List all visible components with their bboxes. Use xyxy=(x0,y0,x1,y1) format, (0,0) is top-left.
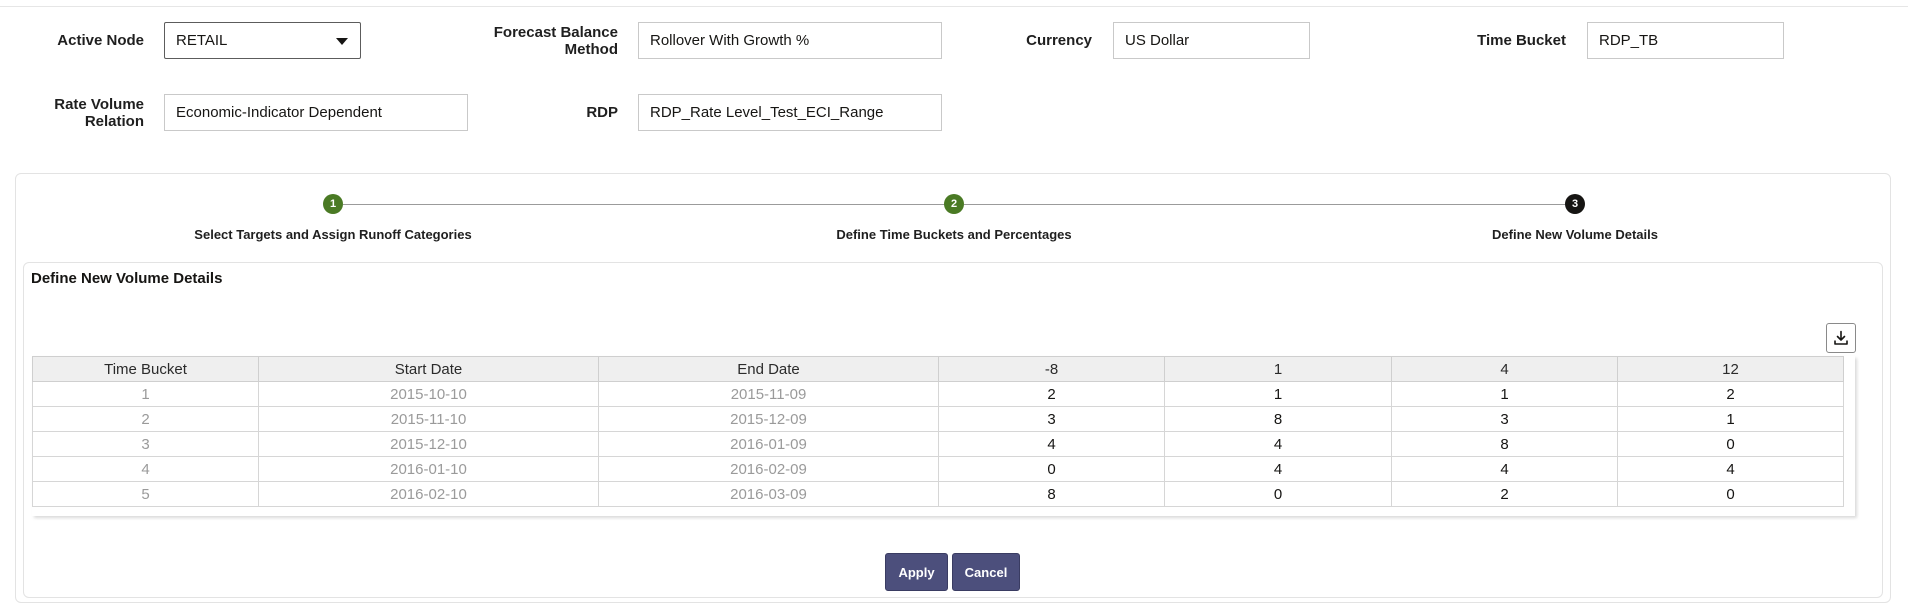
time-bucket-value: RDP_TB xyxy=(1599,32,1659,49)
apply-button[interactable]: Apply xyxy=(885,553,948,591)
start-date-cell: 2015-11-10 xyxy=(258,406,599,432)
table-row: 2 2015-11-10 2015-12-09 3 8 3 1 xyxy=(32,406,1844,432)
currency-label: Currency xyxy=(1026,32,1092,49)
download-icon xyxy=(1834,330,1848,345)
section-title: Define New Volume Details xyxy=(31,270,223,287)
start-date-cell: 2016-01-10 xyxy=(258,456,599,482)
value-cell[interactable]: 3 xyxy=(938,406,1165,432)
col-header-rate-12[interactable]: 12 xyxy=(1617,356,1844,382)
value-cell[interactable]: 1 xyxy=(1391,381,1618,407)
end-date-cell: 2015-12-09 xyxy=(598,406,939,432)
value-cell[interactable]: 4 xyxy=(1164,456,1392,482)
rdp-label: RDP xyxy=(586,104,618,121)
train-step-2-label[interactable]: Define Time Buckets and Percentages xyxy=(836,227,1072,242)
forecast-balance-method-label: Forecast Balance Method xyxy=(480,24,618,58)
train-step-3-label[interactable]: Define New Volume Details xyxy=(1492,227,1658,242)
train-step-3-dot[interactable]: 3 xyxy=(1565,194,1585,214)
table-row: 1 2015-10-10 2015-11-09 2 1 1 2 xyxy=(32,381,1844,407)
value-cell[interactable]: 8 xyxy=(938,481,1165,507)
value-cell[interactable]: 0 xyxy=(1617,431,1844,457)
forecast-balance-method-label-line2: Method xyxy=(564,41,618,58)
end-date-cell: 2016-02-09 xyxy=(598,456,939,482)
value-cell[interactable]: 1 xyxy=(1164,381,1392,407)
download-button[interactable] xyxy=(1826,323,1856,353)
end-date-cell: 2016-03-09 xyxy=(598,481,939,507)
time-bucket-field[interactable]: RDP_TB xyxy=(1587,22,1784,59)
forecast-balance-method-value: Rollover With Growth % xyxy=(650,32,810,49)
end-date-cell: 2015-11-09 xyxy=(598,381,939,407)
value-cell[interactable]: 0 xyxy=(938,456,1165,482)
time-bucket-cell: 1 xyxy=(32,381,259,407)
train-connector-2 xyxy=(964,204,1575,205)
time-bucket-cell: 5 xyxy=(32,481,259,507)
train-connector-1 xyxy=(343,204,954,205)
col-header-start-date[interactable]: Start Date xyxy=(258,356,599,382)
rate-volume-relation-label: Rate Volume Relation xyxy=(30,96,144,130)
value-cell[interactable]: 4 xyxy=(938,431,1165,457)
col-header-end-date[interactable]: End Date xyxy=(598,356,939,382)
value-cell[interactable]: 3 xyxy=(1391,406,1618,432)
col-header-rate-minus-8[interactable]: -8 xyxy=(938,356,1165,382)
active-node-select[interactable]: RETAIL xyxy=(164,22,361,59)
start-date-cell: 2016-02-10 xyxy=(258,481,599,507)
rate-volume-relation-label-line2: Relation xyxy=(84,113,144,130)
time-bucket-cell: 2 xyxy=(32,406,259,432)
end-date-cell: 2016-01-09 xyxy=(598,431,939,457)
train-step-1-label[interactable]: Select Targets and Assign Runoff Categor… xyxy=(194,227,472,242)
active-node-label: Active Node xyxy=(57,32,144,49)
value-cell[interactable]: 1 xyxy=(1617,406,1844,432)
table-row: 3 2015-12-10 2016-01-09 4 4 8 0 xyxy=(32,431,1844,457)
currency-field[interactable]: US Dollar xyxy=(1113,22,1310,59)
currency-value: US Dollar xyxy=(1125,32,1190,49)
cancel-button[interactable]: Cancel xyxy=(952,553,1020,591)
volume-table: Time Bucket Start Date End Date -8 1 4 1… xyxy=(32,356,1844,507)
active-node-value: RETAIL xyxy=(176,32,228,49)
value-cell[interactable]: 2 xyxy=(1617,381,1844,407)
col-header-time-bucket[interactable]: Time Bucket xyxy=(32,356,259,382)
value-cell[interactable]: 8 xyxy=(1391,431,1618,457)
table-row: 5 2016-02-10 2016-03-09 8 0 2 0 xyxy=(32,481,1844,507)
forecast-balance-method-label-line1: Forecast Balance xyxy=(493,24,618,41)
value-cell[interactable]: 0 xyxy=(1617,481,1844,507)
volume-table-container: Time Bucket Start Date End Date -8 1 4 1… xyxy=(32,356,1855,516)
value-cell[interactable]: 4 xyxy=(1391,456,1618,482)
value-cell[interactable]: 4 xyxy=(1164,431,1392,457)
rate-volume-relation-value: Economic-Indicator Dependent xyxy=(176,104,382,121)
start-date-cell: 2015-12-10 xyxy=(258,431,599,457)
train-step-2-dot[interactable]: 2 xyxy=(944,194,964,214)
rate-volume-relation-label-line1: Rate Volume xyxy=(54,96,144,113)
value-cell[interactable]: 2 xyxy=(1391,481,1618,507)
top-divider xyxy=(0,6,1908,7)
value-cell[interactable]: 4 xyxy=(1617,456,1844,482)
value-cell[interactable]: 0 xyxy=(1164,481,1392,507)
train-step-1-dot[interactable]: 1 xyxy=(323,194,343,214)
value-cell[interactable]: 8 xyxy=(1164,406,1392,432)
start-date-cell: 2015-10-10 xyxy=(258,381,599,407)
time-bucket-cell: 4 xyxy=(32,456,259,482)
time-bucket-label: Time Bucket xyxy=(1477,32,1566,49)
rdp-field[interactable]: RDP_Rate Level_Test_ECI_Range xyxy=(638,94,942,131)
table-row: 4 2016-01-10 2016-02-09 0 4 4 4 xyxy=(32,456,1844,482)
col-header-rate-1[interactable]: 1 xyxy=(1164,356,1392,382)
time-bucket-cell: 3 xyxy=(32,431,259,457)
chevron-down-icon xyxy=(336,38,348,45)
rdp-value: RDP_Rate Level_Test_ECI_Range xyxy=(650,104,884,121)
col-header-rate-4[interactable]: 4 xyxy=(1391,356,1618,382)
table-header-row: Time Bucket Start Date End Date -8 1 4 1… xyxy=(32,356,1844,382)
value-cell[interactable]: 2 xyxy=(938,381,1165,407)
forecast-balance-method-field[interactable]: Rollover With Growth % xyxy=(638,22,942,59)
rate-volume-relation-field[interactable]: Economic-Indicator Dependent xyxy=(164,94,468,131)
